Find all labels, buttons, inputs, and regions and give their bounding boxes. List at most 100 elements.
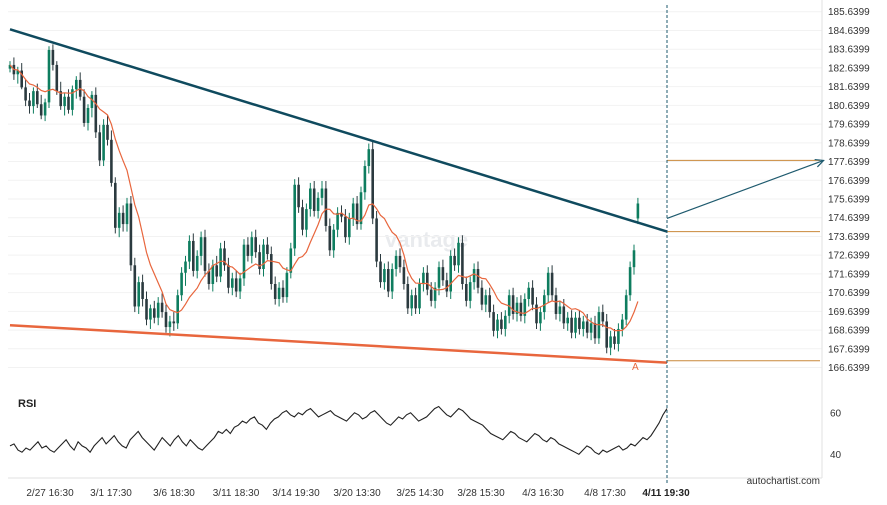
candle-body — [359, 192, 363, 225]
x-tick-label: 3/25 14:30 — [396, 488, 444, 499]
candle-body — [585, 321, 589, 333]
y-axis: 185.6399 184.6399 183.6399 182.6399 181.6399… — [828, 7, 870, 374]
candle-body — [589, 323, 593, 333]
candle-body — [496, 319, 499, 331]
candle-body — [476, 269, 480, 288]
candle-body — [632, 250, 636, 268]
candle-body — [461, 242, 464, 285]
candle-body — [628, 267, 632, 296]
candle-body — [207, 270, 211, 285]
candle-body — [82, 96, 86, 123]
candle-body — [543, 295, 546, 313]
candle-body — [305, 209, 308, 230]
candle-body — [110, 139, 113, 183]
candle-body — [24, 87, 27, 101]
candle-body — [426, 272, 429, 290]
candle-body — [39, 104, 43, 116]
candle-body — [332, 229, 335, 251]
rsi-tick-label: 40 — [830, 450, 842, 461]
candle-body — [180, 272, 183, 296]
candle-body — [32, 91, 35, 107]
candle-body — [445, 280, 449, 292]
candle-body — [242, 244, 246, 279]
candle-body — [301, 207, 304, 230]
x-tick-label: 3/1 17:30 — [90, 488, 132, 499]
candle-body — [554, 295, 558, 314]
candles — [8, 44, 640, 356]
y-tick-label: 166.6399 — [828, 363, 870, 374]
candle-body — [266, 244, 269, 255]
candle-body — [523, 298, 527, 316]
lower-trendline — [9, 323, 668, 364]
candle-body — [484, 295, 488, 305]
candle-body — [277, 287, 281, 299]
x-tick-label: 4/8 17:30 — [584, 488, 626, 499]
y-tick-label: 174.6399 — [828, 213, 870, 224]
candle-body — [86, 107, 90, 123]
candle-body — [336, 212, 339, 230]
candle-body — [449, 255, 452, 292]
candle-body — [504, 315, 507, 329]
candle-body — [617, 328, 620, 344]
candle-body — [309, 188, 312, 210]
candle-body — [609, 336, 612, 348]
y-tick-label: 169.6399 — [828, 307, 870, 318]
x-tick-label: 4/3 16:30 — [522, 488, 564, 499]
candle-body — [55, 64, 59, 92]
candle-body — [102, 124, 105, 161]
candle-body — [558, 306, 562, 314]
y-tick-label: 178.6399 — [828, 138, 870, 149]
rsi-line — [9, 405, 668, 455]
x-tick-label: 3/11 18:30 — [213, 488, 260, 499]
candle-body — [414, 295, 417, 309]
candle-body — [621, 319, 624, 329]
candle-body — [390, 269, 394, 292]
candle-body — [312, 188, 316, 211]
y-tick-label: 184.6399 — [828, 26, 870, 37]
candle-body — [270, 254, 273, 285]
candle-body — [546, 272, 550, 296]
candle-body — [605, 321, 608, 348]
candle-body — [20, 70, 23, 88]
candle-body — [238, 278, 242, 292]
candle-body — [67, 96, 70, 110]
candle-body — [636, 203, 640, 219]
candle-body — [429, 289, 433, 301]
y-tick-label: 170.6399 — [828, 288, 870, 299]
y-tick-label: 181.6399 — [828, 82, 870, 93]
y-tick-label: 185.6399 — [828, 7, 870, 18]
candle-body — [176, 295, 179, 324]
y-tick-label: 183.6399 — [828, 45, 870, 56]
candle-body — [273, 284, 277, 299]
candle-body — [133, 265, 137, 307]
candle-body — [348, 218, 351, 238]
x-axis: 2/27 16:30 3/1 17:30 3/6 18:30 3/11 18:30 3/… — [26, 488, 690, 499]
candle-body — [550, 272, 554, 296]
candle-body — [164, 312, 168, 328]
candle-body — [129, 203, 133, 266]
candle-body — [535, 304, 538, 324]
candle-body — [106, 124, 109, 140]
rsi-axis: 60 40 — [830, 408, 842, 461]
candle-body — [515, 302, 519, 314]
y-tick-label: 168.6399 — [828, 326, 870, 337]
candle-body — [519, 302, 523, 316]
candle-body — [371, 149, 374, 219]
candle-body — [8, 64, 12, 69]
candle-body — [262, 244, 265, 270]
candle-body — [406, 284, 410, 309]
x-tick-label: 3/6 18:30 — [153, 488, 195, 499]
x-tick-label: 4/11 19:30 — [642, 488, 690, 499]
candle-body — [297, 184, 300, 208]
candle-body — [168, 321, 172, 328]
candle-body — [387, 269, 390, 292]
x-tick-label: 3/28 15:30 — [457, 488, 505, 499]
candle-body — [574, 317, 577, 333]
moving-average-line — [9, 64, 639, 332]
candle-body — [51, 49, 55, 65]
candle-body — [227, 265, 230, 288]
rsi-tick-label: 60 — [830, 408, 842, 419]
candle-body — [472, 269, 476, 283]
candle-body — [394, 255, 398, 270]
candle-body — [281, 287, 285, 298]
